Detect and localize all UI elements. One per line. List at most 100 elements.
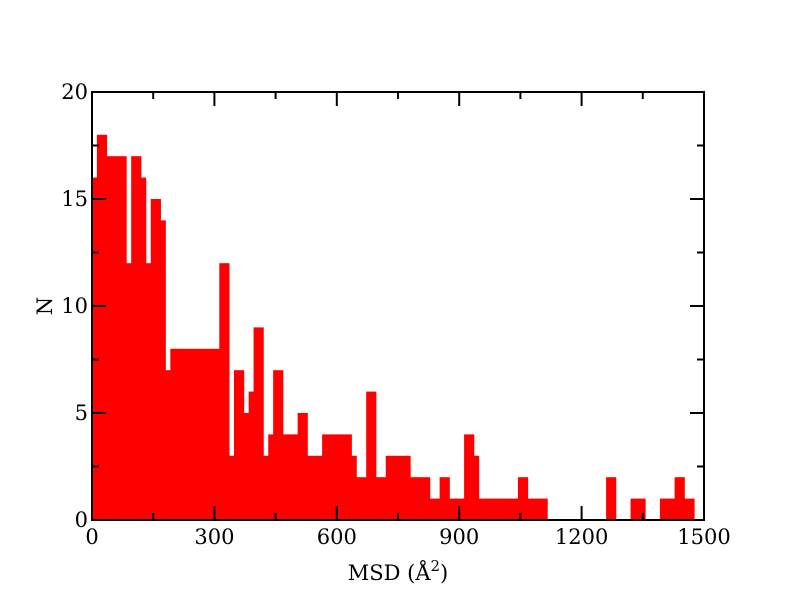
histogram-bar [229,455,235,520]
histogram-bar [287,434,294,520]
histogram-bar [351,455,357,520]
y-tick-label: 0 [75,508,88,532]
histogram-bar [488,498,494,520]
histogram-bar [224,263,230,520]
histogram-bar [341,434,347,520]
histogram-bar [385,455,392,520]
histogram-bar [444,477,450,520]
histogram-bar [121,156,127,520]
histogram-bar [395,455,401,520]
histogram-bar [669,498,676,520]
histogram-bar [204,348,210,520]
histogram-bar [439,477,445,520]
histogram-bar [454,498,460,520]
histogram-bar [679,477,685,520]
histogram-bar [498,498,504,520]
histogram-bar [664,498,671,520]
histogram-bar [684,498,690,520]
histogram-bar [366,391,372,520]
histogram-bar [248,391,254,520]
histogram-bar [180,348,186,520]
x-tick-label: 1500 [677,525,730,549]
histogram-bar [243,413,250,520]
histogram-bar [170,348,176,520]
histogram-bar [517,477,524,520]
y-tick-label: 5 [75,401,88,425]
histogram-bar [640,498,646,520]
histogram-bar [689,498,695,520]
histogram-bar [273,370,279,520]
histogram-bar [131,156,137,520]
x-axis-label: MSD (Å2) [348,557,449,585]
histogram-bar [253,327,259,520]
x-tick-label: 1200 [555,525,608,549]
histogram-bar [610,477,617,520]
bars-group [92,134,695,521]
histogram-bar [331,434,338,520]
tick-labels-group: 0 300 600 900 1200 1500 0 5 10 15 20 [61,80,730,549]
histogram-bar [92,177,98,520]
x-tick-label: 300 [194,525,234,549]
histogram-bar [390,455,396,520]
histogram-bar [111,156,117,520]
histogram-bar [478,498,485,520]
histogram-bar [233,370,240,520]
histogram-bar [449,498,455,520]
histogram-bar [420,477,426,520]
histogram-bar [292,434,299,520]
ticks-group [91,91,705,521]
histogram-bar [483,498,489,520]
histogram-bar [503,498,509,520]
histogram-bar [238,370,245,520]
histogram-bar [140,177,147,520]
histogram-bar [160,220,166,520]
x-axis-label-tail: ) [440,561,448,585]
histogram-bar [532,498,538,520]
histogram-bar [209,348,215,520]
x-tick-label: 0 [85,525,98,549]
histogram-bar [464,434,470,520]
histogram-bar [415,477,421,520]
histogram-bar [659,498,666,520]
histogram-bar [356,477,362,520]
histogram-bar [429,498,436,520]
histogram-bar [424,477,431,520]
x-axis-label-superscript: 2 [431,557,441,575]
histogram-bar [459,498,465,520]
x-tick-label: 600 [317,525,357,549]
histogram-bar [434,498,441,520]
histogram-bar [307,455,313,520]
histogram-bar [116,156,122,520]
histogram-bar [361,477,367,520]
histogram-bar [375,477,382,520]
histogram-bar [635,498,641,520]
histogram-bar [165,370,171,520]
histogram-bar [400,455,406,520]
histogram-bar [336,434,343,520]
histogram-bar [508,498,514,520]
histogram-bar [106,156,112,520]
histogram-bar [405,455,411,520]
histogram-bar [542,498,548,520]
histogram-bar [410,477,416,520]
histogram-bar [199,348,206,520]
histogram-bar [513,498,519,520]
y-tick-label: 15 [61,187,88,211]
histogram-bar [194,348,201,520]
histogram-bar [126,263,132,520]
histogram-bar [606,477,612,520]
histogram-bar [537,498,543,520]
histogram-bar [263,455,269,520]
histogram-bar [380,477,387,520]
histogram-bar [346,434,352,520]
y-axis-label: N [33,297,57,315]
histogram-bar [96,134,103,521]
histogram-bar [468,434,475,520]
histogram-bar [278,370,284,520]
x-axis-label-text: MSD (Å [348,560,432,585]
histogram-bar [493,498,499,520]
histogram-bar [101,134,108,521]
histogram-bar [185,348,191,520]
histogram-bar [302,413,308,520]
